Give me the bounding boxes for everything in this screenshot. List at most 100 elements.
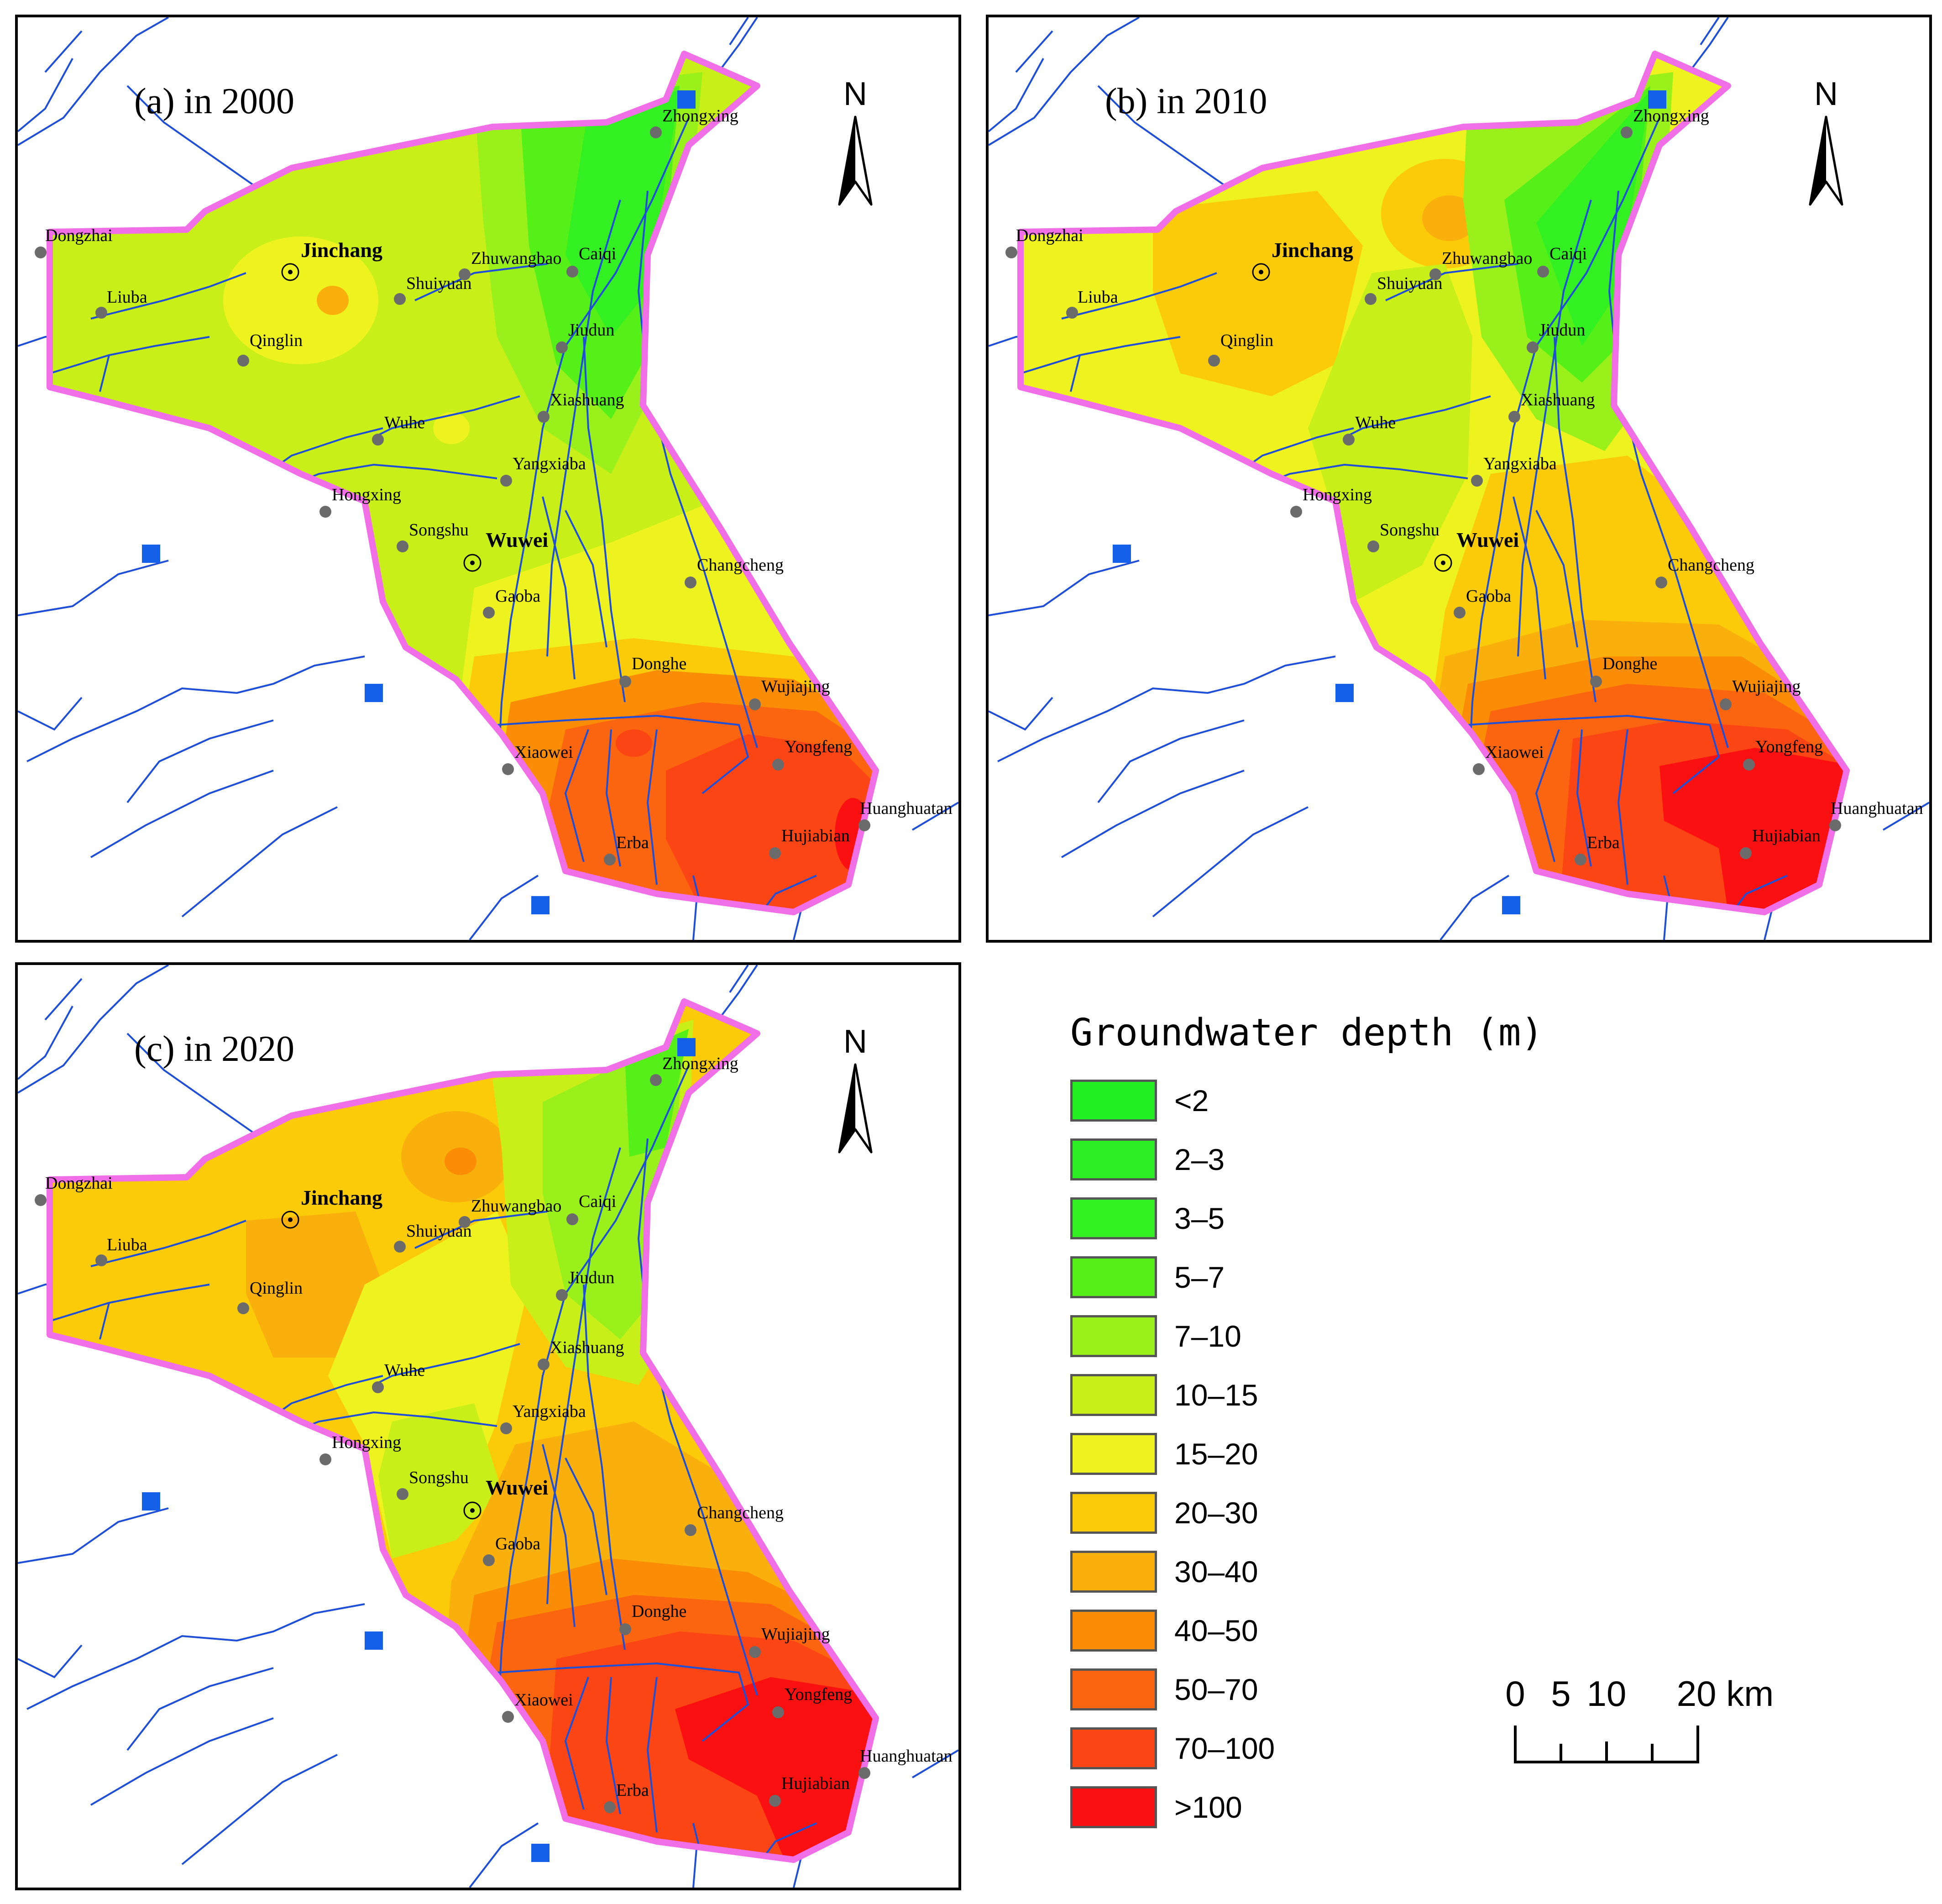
site-marker xyxy=(500,475,512,487)
site-marker xyxy=(1429,268,1441,280)
map-panel-2020: Dongzhai Liuba Qinglin Shuiyuan Zhuwangb… xyxy=(15,962,961,1890)
site-label: Erba xyxy=(616,833,649,852)
city-marker-dot xyxy=(470,1508,475,1513)
site-label: Changcheng xyxy=(697,1503,784,1522)
map-sites: Dongzhai Liuba Qinglin Shuiyuan Zhuwangb… xyxy=(35,106,953,865)
scale-label-0: 0 xyxy=(1505,1673,1525,1714)
site-marker xyxy=(1829,819,1841,831)
scale-label-10: 10 xyxy=(1586,1673,1627,1714)
site-marker xyxy=(556,1289,568,1301)
legend-label: 30–40 xyxy=(1174,1555,1258,1589)
hydro-stations xyxy=(1113,90,1666,914)
site-label: Qinglin xyxy=(1220,331,1273,350)
map-panel-2000: Dongzhai Liuba Qinglin Shuiyuan Zhuwangb… xyxy=(15,15,961,943)
site-label: Xiashuang xyxy=(550,390,624,409)
site-label: Xiaowei xyxy=(1485,743,1544,762)
city-label-jinchang: Jinchang xyxy=(1272,238,1353,262)
hydro-station-marker xyxy=(142,545,160,563)
site-label: Wuhe xyxy=(1355,413,1396,432)
city-marker-dot xyxy=(1441,561,1445,565)
legend-label: 70–100 xyxy=(1174,1731,1275,1765)
city-markers: Jinchang Wuwei xyxy=(281,1186,548,1520)
depth-surface xyxy=(50,54,876,912)
scale-label-20: 20 km xyxy=(1676,1673,1774,1714)
map-canvas: Dongzhai Liuba Qinglin Shuiyuan Zhuwangb… xyxy=(18,965,958,1888)
hydro-station-marker xyxy=(677,90,696,109)
hydro-station-marker xyxy=(365,1631,383,1650)
legend-swatch xyxy=(1070,1315,1157,1357)
site-marker xyxy=(769,1795,781,1807)
site-marker xyxy=(1537,266,1549,278)
hydro-station-marker xyxy=(677,1038,696,1056)
site-label: Wujiajing xyxy=(761,677,830,696)
site-label: Huanghuatan xyxy=(1831,799,1923,818)
site-marker xyxy=(772,1706,784,1718)
site-marker xyxy=(1743,759,1755,771)
site-marker xyxy=(95,307,107,319)
site-label: Zhuwangbao xyxy=(471,249,561,268)
city-label-wuwei: Wuwei xyxy=(1456,528,1519,551)
city-marker-jinchang xyxy=(281,1211,299,1229)
site-label: Erba xyxy=(616,1781,649,1800)
site-marker xyxy=(619,1623,631,1635)
scale-label-5: 5 xyxy=(1551,1673,1571,1714)
north-arrow: N xyxy=(838,1023,873,1154)
legend-swatch xyxy=(1070,1197,1157,1239)
site-label: Songshu xyxy=(1380,520,1439,540)
map-canvas: Dongzhai Liuba Qinglin Shuiyuan Zhuwangb… xyxy=(18,17,958,940)
legend-label: 20–30 xyxy=(1174,1496,1258,1530)
site-label: Liuba xyxy=(107,1235,147,1254)
site-label: Donghe xyxy=(632,1602,686,1621)
legend-label: >100 xyxy=(1174,1790,1242,1824)
site-label: Donghe xyxy=(1602,654,1657,673)
hydro-station-marker xyxy=(531,1844,550,1862)
site-marker xyxy=(1508,411,1520,423)
site-label: Yangxiaba xyxy=(513,1402,586,1421)
north-arrow: N xyxy=(1809,76,1843,206)
site-label: Gaoba xyxy=(495,587,540,606)
site-marker xyxy=(500,1422,512,1434)
map-sites: Dongzhai Liuba Qinglin Shuiyuan Zhuwangb… xyxy=(1005,106,1923,865)
site-label: Wuhe xyxy=(384,1361,425,1380)
site-marker xyxy=(394,293,406,305)
site-label: Dongzhai xyxy=(45,226,113,245)
site-label: Dongzhai xyxy=(1016,226,1084,245)
panel-title: (a) in 2000 xyxy=(134,81,294,121)
site-label: Qinglin xyxy=(250,331,303,350)
north-label: N xyxy=(843,76,867,112)
site-label: Wuhe xyxy=(384,413,425,432)
site-marker xyxy=(604,854,616,865)
site-marker xyxy=(1471,475,1483,487)
site-label: Yongfeng xyxy=(785,1685,852,1704)
legend-label: 5–7 xyxy=(1174,1260,1225,1294)
site-marker xyxy=(749,698,761,710)
city-marker-wuwei xyxy=(463,1501,482,1520)
site-marker xyxy=(538,411,550,423)
site-marker xyxy=(483,607,495,619)
map-panel-2010: Dongzhai Liuba Qinglin Shuiyuan Zhuwangb… xyxy=(986,15,1932,943)
site-marker xyxy=(1655,577,1667,588)
site-marker xyxy=(237,1302,249,1314)
site-label: Caiqi xyxy=(579,244,616,263)
legend-label: 7–10 xyxy=(1174,1319,1241,1353)
site-marker xyxy=(1367,540,1379,552)
site-marker xyxy=(604,1801,616,1813)
legend-swatch xyxy=(1070,1433,1157,1475)
city-marker-jinchang xyxy=(1252,263,1270,281)
site-marker xyxy=(459,268,471,280)
site-label: Songshu xyxy=(409,520,469,540)
legend-swatch xyxy=(1070,1551,1157,1593)
map-sites: Dongzhai Liuba Qinglin Shuiyuan Zhuwangb… xyxy=(35,1054,953,1813)
map-canvas: Dongzhai Liuba Qinglin Shuiyuan Zhuwangb… xyxy=(989,17,1929,940)
hydro-station-marker xyxy=(142,1492,160,1511)
depth-legend: Groundwater depth (m) <2 2–3 3–5 5–7 7–1… xyxy=(1070,1011,1544,1846)
city-label-wuwei: Wuwei xyxy=(486,528,548,551)
site-marker xyxy=(394,1241,406,1253)
site-label: Zhongxing xyxy=(1633,106,1709,126)
site-marker xyxy=(319,506,331,518)
site-marker xyxy=(858,1767,870,1779)
site-label: Hongxing xyxy=(1303,485,1372,504)
hydro-station-marker xyxy=(365,684,383,702)
legend-title: Groundwater depth (m) xyxy=(1070,1011,1544,1054)
site-marker xyxy=(502,1711,514,1723)
